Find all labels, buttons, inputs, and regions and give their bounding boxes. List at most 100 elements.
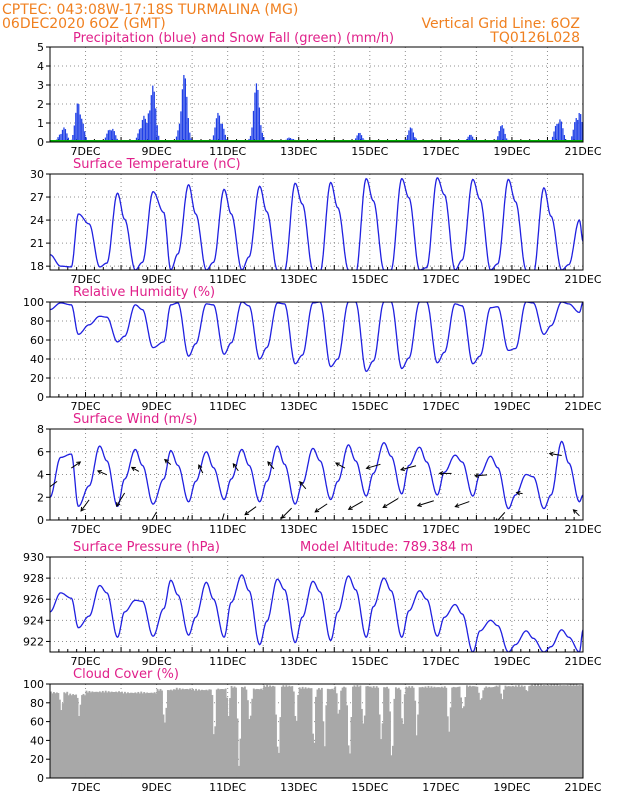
precip-bar bbox=[557, 123, 560, 142]
wind-arrow-head bbox=[116, 502, 121, 507]
precip-bar bbox=[104, 137, 107, 142]
wind-arrow bbox=[549, 453, 562, 457]
precip-bar bbox=[357, 133, 360, 142]
cloud-bar bbox=[73, 695, 76, 778]
cloud-bar bbox=[457, 686, 460, 778]
cloud-bar bbox=[118, 691, 120, 778]
cloud-ytick-label: 40 bbox=[30, 734, 44, 747]
cloud-bar bbox=[169, 689, 172, 778]
precip-bar bbox=[60, 133, 62, 142]
cloud-bar bbox=[543, 685, 545, 778]
precip-bar bbox=[468, 134, 471, 142]
cloud-bar bbox=[397, 687, 400, 778]
cloud-bar bbox=[301, 686, 304, 778]
cloud-bar bbox=[414, 700, 417, 778]
cloud-bar bbox=[88, 690, 91, 778]
cloud-bar bbox=[479, 699, 482, 778]
cloud-bar bbox=[252, 688, 255, 778]
humidity-panel: 0 20 40 60 80 100 7DEC 9DEC 11DEC 13DEC 15DEC 17DEC… bbox=[23, 296, 602, 413]
cloud-bar bbox=[122, 693, 125, 778]
cloud-bar bbox=[448, 731, 451, 778]
precip-bar bbox=[581, 121, 583, 142]
cloud-bar bbox=[124, 691, 126, 778]
precip-bar bbox=[249, 135, 252, 142]
wind-arrow-head bbox=[80, 506, 85, 512]
cloud-bar bbox=[325, 705, 328, 778]
cloud-bar bbox=[574, 685, 576, 778]
pressure-xtick-label: 7DEC bbox=[70, 655, 100, 668]
cloud-bar bbox=[306, 688, 309, 778]
precip-ytick-label: 3 bbox=[37, 79, 44, 92]
cloud-bar bbox=[563, 685, 566, 778]
cloud-bar bbox=[556, 684, 559, 778]
precip-bar bbox=[61, 129, 64, 142]
cloud-bar bbox=[143, 692, 146, 778]
wind-plot bbox=[50, 440, 583, 532]
cloud-bar bbox=[146, 692, 149, 778]
cloud-bar bbox=[307, 687, 310, 778]
cloud-bar bbox=[406, 687, 409, 778]
cloud-xtick-label: 19DEC bbox=[493, 781, 530, 794]
precip-bar bbox=[186, 96, 188, 142]
cloud-bar bbox=[267, 686, 270, 778]
pressure-panel: 922 924 926 928 930 7DEC 9DEC 11DEC 13DEC 15DEC 17… bbox=[23, 551, 602, 668]
precip-bar bbox=[113, 131, 115, 142]
cloud-bar bbox=[377, 687, 380, 778]
humidity-ytick-label: 80 bbox=[30, 315, 44, 328]
wind-xtick-label: 17DEC bbox=[422, 523, 459, 536]
pressure-frame bbox=[49, 556, 584, 653]
precip-bar bbox=[115, 135, 117, 142]
precip-ytick-label: 0 bbox=[37, 136, 44, 149]
header-line2: 06DEC2020 6OZ (GMT) bbox=[2, 16, 166, 32]
precip-bar bbox=[85, 137, 87, 142]
cloud-bar bbox=[571, 685, 574, 778]
pressure-xtick-label: 11DEC bbox=[209, 655, 246, 668]
cloud-bar bbox=[162, 714, 165, 778]
cloud-bar bbox=[72, 694, 75, 778]
cloud-bar bbox=[349, 753, 351, 778]
cloud-bar bbox=[300, 688, 303, 778]
temp-ytick-label: 27 bbox=[30, 191, 44, 204]
cloud-bar bbox=[577, 685, 579, 778]
precip-bar bbox=[155, 108, 157, 142]
precip-bar bbox=[261, 132, 263, 142]
cloud-bar bbox=[427, 685, 430, 778]
cloud-bar bbox=[492, 686, 495, 778]
cloud-bar bbox=[121, 691, 123, 778]
cloud-bar bbox=[430, 686, 433, 778]
precip-bar bbox=[254, 92, 256, 142]
humidity-ytick-label: 40 bbox=[30, 353, 44, 366]
cloud-bar bbox=[138, 693, 141, 778]
cloud-bar bbox=[319, 689, 322, 778]
precip-bar bbox=[554, 125, 557, 142]
cloud-bar bbox=[337, 713, 340, 778]
precip-bar bbox=[572, 129, 574, 142]
cloud-title: Cloud Cover (%) bbox=[73, 667, 179, 682]
wind-arrow-head bbox=[416, 502, 422, 507]
precip-bar bbox=[153, 91, 155, 142]
wind-arrow bbox=[131, 467, 140, 472]
precip-bar bbox=[577, 119, 579, 142]
cloud-bar bbox=[405, 686, 408, 778]
cloud-bar bbox=[297, 694, 300, 778]
precip-bar bbox=[411, 128, 413, 142]
cloud-bar bbox=[461, 708, 464, 778]
cloud-bar bbox=[112, 692, 115, 778]
cloud-bar bbox=[366, 686, 369, 778]
cloud-bar bbox=[125, 693, 128, 778]
cloud-bar bbox=[439, 687, 442, 778]
precip-bar bbox=[288, 137, 290, 142]
cloud-bar bbox=[572, 684, 575, 778]
wind-arrow bbox=[531, 523, 544, 532]
cloud-bar bbox=[454, 687, 457, 778]
cloud-bar bbox=[312, 733, 314, 778]
cloud-bar bbox=[436, 687, 439, 778]
precip-bar bbox=[63, 127, 65, 142]
cloud-bar bbox=[431, 687, 434, 778]
cloud-bar bbox=[175, 687, 178, 778]
cloud-plot bbox=[50, 684, 583, 778]
precip-bar bbox=[84, 131, 86, 142]
cloud-bar bbox=[519, 686, 522, 778]
precip-bar bbox=[414, 137, 416, 142]
precip-ytick-label: 5 bbox=[37, 41, 44, 54]
